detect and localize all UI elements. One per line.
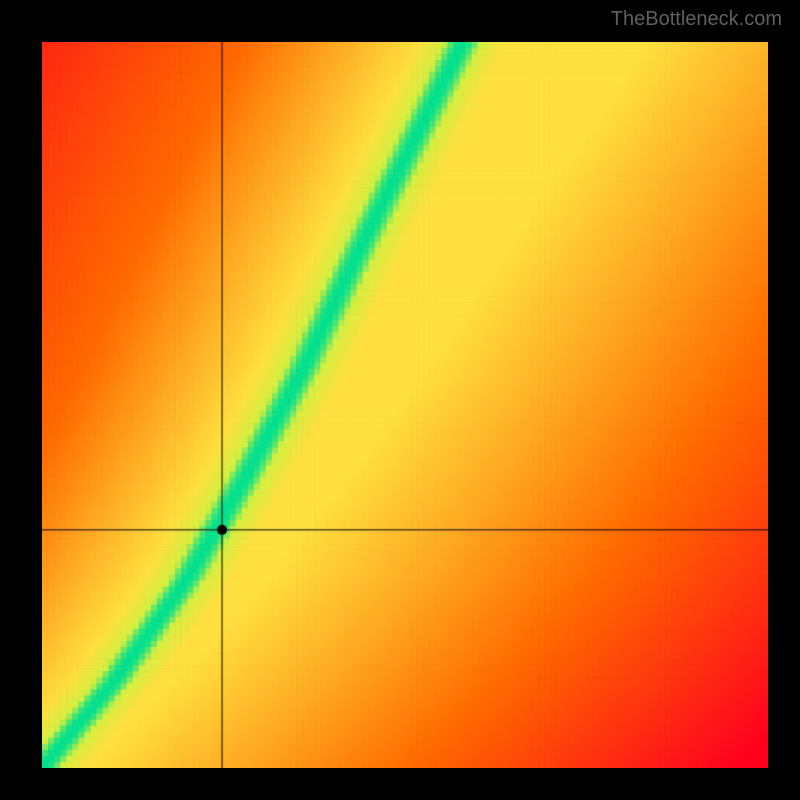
heatmap-canvas: [42, 42, 768, 768]
watermark-text: TheBottleneck.com: [611, 8, 782, 31]
heatmap-plot: [42, 42, 768, 768]
